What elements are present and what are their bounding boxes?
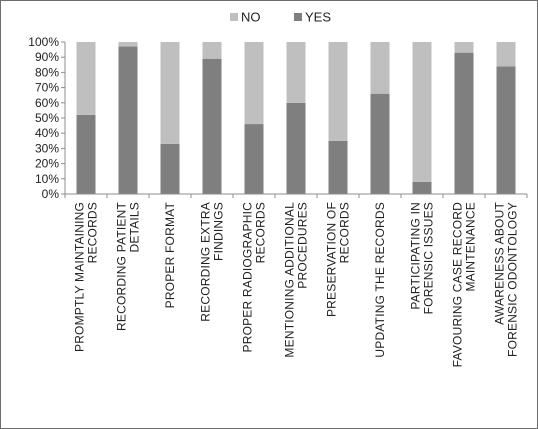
category-label-line: AWARENESS ABOUT [493,202,507,325]
legend: NO YES [230,10,331,25]
bar-yes-3 [160,143,180,194]
bar-no-6 [286,42,306,103]
category-label-7: PRESERVATION OF RECORDS [325,202,352,317]
bars [76,42,516,195]
category-label-line: MAINTENANCE [464,202,478,292]
bar-no-5 [244,42,264,125]
category-label-line: PRESERVATION OF [325,202,339,317]
category-label-line: FINDINGS [212,202,226,261]
category-label-line: FAVOURING CASE RECORD [451,202,465,367]
category-label-line: RECORDING EXTRA [199,202,213,322]
category-label-line: DETAILS [128,202,142,253]
bar-yes-11 [496,66,516,194]
bar-yes-1 [76,114,96,194]
category-label-line: FORENSIC ODONTOLOGY [506,202,520,357]
category-label-line: PROPER FORMAT [163,202,177,309]
category-label-10: FAVOURING CASE RECORD MAINTENANCE [451,202,478,367]
bar-no-8 [370,42,390,94]
legend-swatch-yes [294,13,302,21]
legend-label-yes: YES [305,10,331,25]
category-label-3: PROPER FORMAT [163,202,177,309]
y-tick-label: 90% [35,50,59,64]
bar-yes-10 [454,52,474,194]
category-label-1: PROMPTLY MAINTAINING RECORDS [73,202,100,352]
category-label-8: UPDATING THE RECORDS [373,202,387,358]
category-label-9: PARTICIPATING IN FORENSIC ISSUES [409,202,436,314]
category-label-line: RECORDS [86,202,100,263]
category-label-line: RECORDS [338,202,352,263]
category-label-4: RECORDING EXTRA FINDINGS [199,202,226,322]
y-tick-label: 80% [35,65,59,79]
y-tick-labels: 0%10%20% 30%40%50%60%70% 80%90%100% [28,35,59,201]
y-tick-label: 30% [35,141,59,155]
category-label-2: RECORDING PATIENT DETAILS [115,202,142,331]
category-label-line: RECORDS [254,202,268,263]
category-label-line: MENTIONING ADDITIONAL [283,202,297,358]
bar-no-7 [328,42,348,141]
y-tick-label: 10% [35,172,59,186]
y-tick-label: 100% [28,35,59,49]
legend-swatch-no [230,13,238,21]
bar-no-3 [160,42,180,144]
bar-no-9 [412,42,432,182]
y-tick-label: 40% [35,126,59,140]
y-tick-label: 50% [35,111,59,125]
category-label-line: PROMPTLY MAINTAINING [73,202,87,352]
category-label-6: MENTIONING ADDITIONAL PROCEDURES [283,202,310,358]
category-label-11: AWARENESS ABOUT FORENSIC ODONTOLOGY [493,202,520,357]
y-tick-label: 60% [35,96,59,110]
bar-yes-9 [412,181,432,194]
x-category-labels: PROMPTLY MAINTAINING RECORDS RECORDING PAT… [73,202,520,368]
bar-no-11 [496,42,516,67]
category-label-5: PROPER RADIOGRAPHIC RECORDS [241,202,268,353]
bar-yes-6 [286,102,306,194]
legend-label-no: NO [241,10,261,25]
bar-yes-8 [370,93,390,194]
y-tick-label: 70% [35,81,59,95]
bar-yes-5 [244,124,264,194]
bar-yes-2 [118,46,138,195]
category-label-line: UPDATING THE RECORDS [373,202,387,358]
category-label-line: PROPER RADIOGRAPHIC [241,202,255,353]
bar-no-2 [118,42,138,47]
category-label-line: RECORDING PATIENT [115,202,129,331]
bar-yes-4 [202,58,222,194]
bar-no-10 [454,42,474,53]
bar-no-4 [202,42,222,59]
bar-yes-7 [328,140,348,194]
axes [61,41,528,198]
y-tick-label: 20% [35,157,59,171]
y-tick-label: 0% [42,187,60,201]
category-label-line: FORENSIC ISSUES [422,202,436,314]
bar-no-1 [76,42,96,115]
category-label-line: PARTICIPATING IN [409,202,423,310]
category-label-line: PROCEDURES [296,202,310,289]
